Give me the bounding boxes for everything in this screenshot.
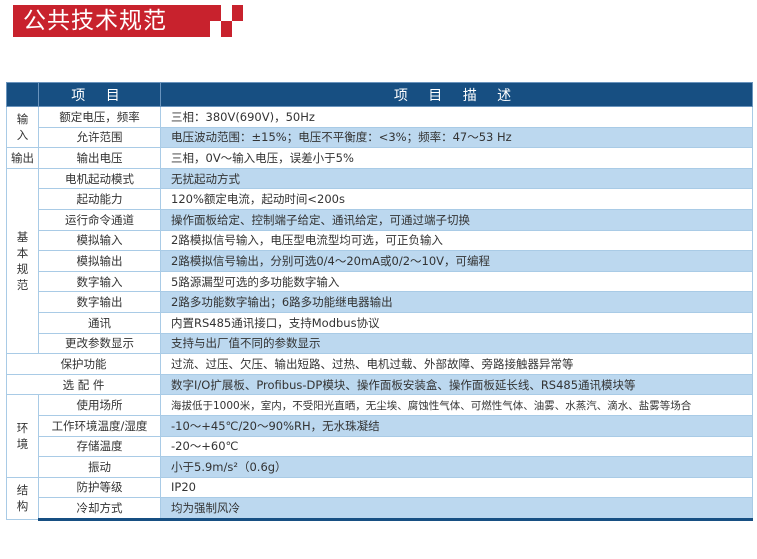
row-description: 操作面板给定、控制端子给定、通讯给定，可通过端子切换	[160, 208, 753, 231]
table-row: 结构 防护等级 IP20	[6, 476, 753, 520]
table-row: 基本规范 电机起动模式 无扰起动方式	[6, 167, 753, 355]
header-description: 项 目 描 述	[160, 82, 753, 107]
row-group: 环境	[16, 421, 29, 451]
table-row: 冷却方式 均为强制风冷	[7, 497, 753, 521]
table-row: 更改参数显示 支持与出厂值不同的参数显示	[7, 332, 753, 355]
row-item: 额定电压，频率	[38, 106, 161, 128]
row-group-cell: 输出	[6, 147, 39, 169]
row-description: 支持与出厂值不同的参数显示	[160, 332, 753, 355]
row-item: 输出电压	[38, 147, 161, 169]
table-row: 数字输入 5路源漏型可选的多功能数字输入	[7, 270, 753, 293]
table-header: 项 目 项 目 描 述	[6, 82, 753, 107]
row-item: 使用场所	[38, 394, 161, 416]
table-row: 选 配 件数字I/O扩展板、Profibus-DP模块、操作面板安装盒、操作面板…	[6, 373, 753, 396]
row-item: 允许范围	[38, 126, 161, 149]
row-item: 模拟输出	[38, 250, 161, 272]
row-group-cell: 输入	[6, 105, 39, 149]
table-row: 通讯 内置RS485通讯接口，支持Modbus协议	[7, 311, 753, 334]
row-description: 小于5.9m/s²（0.6g）	[160, 456, 753, 478]
row-description: 内置RS485通讯接口，支持Modbus协议	[160, 311, 753, 334]
table-row: 起动能力 120%额定电流，起动时间<200s	[7, 188, 753, 210]
row-item: 运行命令通道	[38, 208, 161, 231]
table-row: 模拟输出 2路模拟信号输出，分别可选0/4～20mA或0/2～10V，可编程	[7, 250, 753, 272]
table-row: 模拟输入 2路模拟信号输入，电压型电流型均可选，可正负输入	[7, 229, 753, 252]
row-description: IP20	[160, 476, 753, 499]
table-row: 工作环境温度/湿度 -10～+45℃/20～90%RH，无水珠凝结	[7, 414, 753, 437]
table-row: 允许范围 电压波动范围：±15%；电压不平衡度：<3%；频率：47～53 Hz	[7, 126, 753, 149]
row-description: 均为强制风冷	[160, 497, 753, 521]
table-row: 振动 小于5.9m/s²（0.6g）	[7, 456, 753, 478]
header-group	[6, 82, 39, 107]
row-item: 防护等级	[38, 476, 161, 499]
row-item: 电机起动模式	[38, 167, 161, 190]
row-description: 三相：380V(690V)，50Hz	[160, 106, 753, 128]
row-item: 起动能力	[38, 188, 161, 210]
row-description: 2路多功能数字输出；6路多功能继电器输出	[160, 291, 753, 313]
row-group-cell: 环境	[6, 394, 39, 478]
row-description: 无扰起动方式	[160, 167, 753, 190]
row-item: 振动	[38, 456, 161, 478]
row-item: 保护功能	[6, 353, 161, 375]
table-row: 环境 使用场所 海拔低于1000米，室内，不受阳光直晒，无尘埃、腐蚀性气体、可燃性气…	[6, 394, 753, 478]
row-item: 模拟输入	[38, 229, 161, 252]
row-group: 结构	[16, 483, 29, 514]
row-description: 数字I/O扩展板、Profibus-DP模块、操作面板安装盒、操作面板延长线、R…	[160, 373, 753, 396]
decor-square	[221, 21, 232, 37]
title-banner: 公共技术规范	[13, 5, 210, 37]
row-item: 存储温度	[38, 435, 161, 458]
row-description: 2路模拟信号输出，分别可选0/4～20mA或0/2～10V，可编程	[160, 250, 753, 272]
row-group: 基本规范	[16, 229, 29, 292]
row-item: 通讯	[38, 311, 161, 334]
row-description: 海拔低于1000米，室内，不受阳光直晒，无尘埃、腐蚀性气体、可燃性气体、油雾、水…	[160, 394, 753, 416]
row-description: 过流、过压、欠压、输出短路、过热、电机过载、外部故障、旁路接触器异常等	[160, 353, 753, 375]
row-description: -20～+60℃	[160, 435, 753, 458]
decor-square	[232, 5, 243, 21]
row-description: -10～+45℃/20～90%RH，无水珠凝结	[160, 414, 753, 437]
table-row: 存储温度 -20～+60℃	[7, 435, 753, 458]
row-item: 更改参数显示	[38, 332, 161, 355]
row-group: 输入	[16, 112, 29, 143]
decor-square	[200, 5, 221, 21]
table-row: 输入 额定电压，频率 三相：380V(690V)，50Hz	[6, 105, 753, 149]
row-description: 2路模拟信号输入，电压型电流型均可选，可正负输入	[160, 229, 753, 252]
row-item: 数字输入	[38, 270, 161, 293]
row-item: 数字输出	[38, 291, 161, 313]
table-row: 数字输出 2路多功能数字输出；6路多功能继电器输出	[7, 291, 753, 313]
row-description: 5路源漏型可选的多功能数字输入	[160, 270, 753, 293]
table-row: 运行命令通道 操作面板给定、控制端子给定、通讯给定，可通过端子切换	[7, 208, 753, 231]
row-description: 120%额定电流，起动时间<200s	[160, 188, 753, 210]
row-group: 输出	[11, 150, 34, 165]
page-title: 公共技术规范	[23, 8, 167, 34]
row-group-cell: 结构	[6, 476, 39, 520]
table-row: 输出 输出电压 三相，0V～输入电压，误差小于5%	[6, 147, 753, 169]
row-item: 冷却方式	[38, 497, 161, 521]
row-group-cell: 基本规范	[6, 167, 39, 355]
row-description: 电压波动范围：±15%；电压不平衡度：<3%；频率：47～53 Hz	[160, 126, 753, 149]
row-description: 三相，0V～输入电压，误差小于5%	[160, 147, 753, 169]
header-item: 项 目	[38, 82, 161, 107]
row-item: 选 配 件	[6, 373, 161, 396]
row-item: 工作环境温度/湿度	[38, 414, 161, 437]
table-row: 保护功能 过流、过压、欠压、输出短路、过热、电机过载、外部故障、旁路接触器异常等	[6, 353, 753, 375]
spec-table: 项 目 项 目 描 述 输入 额定电压，频率 三相：380V(690V)，50Hz 允…	[6, 82, 753, 521]
